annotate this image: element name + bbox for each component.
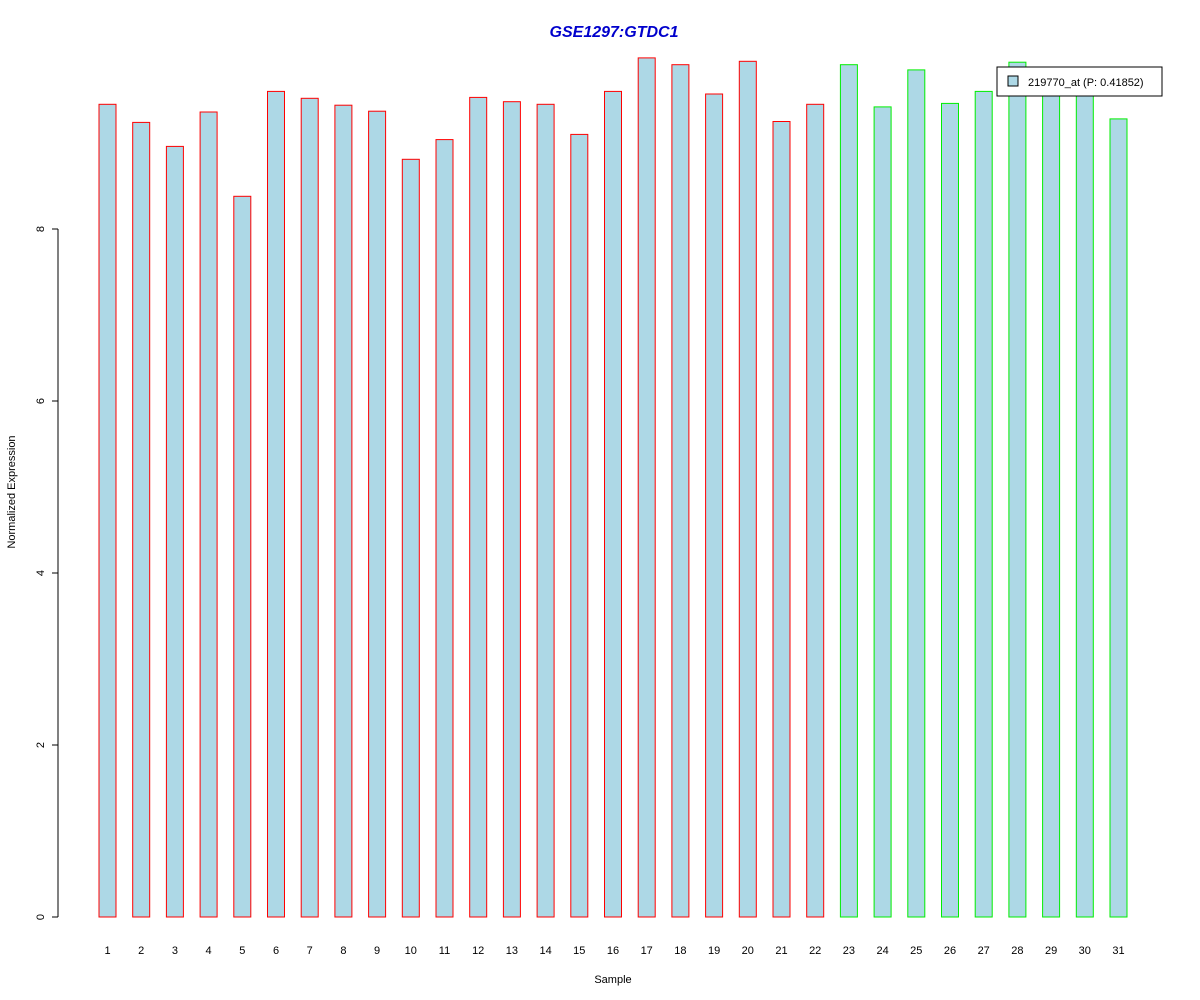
- x-tick-label: 8: [340, 945, 346, 957]
- bar-sample-18: [671, 64, 690, 918]
- y-tick-label: 8: [35, 226, 47, 232]
- x-tick-label: 23: [843, 945, 855, 957]
- y-tick-label: 6: [35, 398, 47, 404]
- x-tick-label: 10: [405, 945, 417, 957]
- y-tick-label: 0: [35, 914, 47, 920]
- x-tick-label: 5: [239, 945, 245, 957]
- bar-sample-11: [435, 139, 454, 918]
- bar-sample-13: [502, 101, 521, 918]
- x-tick-label: 13: [506, 945, 518, 957]
- bar-sample-25: [907, 69, 926, 918]
- bar-sample-7: [300, 97, 319, 918]
- x-tick-label: 27: [978, 945, 990, 957]
- bar-sample-23: [839, 64, 858, 918]
- bar-sample-20: [738, 60, 757, 918]
- bar-sample-9: [368, 110, 387, 918]
- legend: 219770_at (P: 0.41852): [996, 66, 1163, 97]
- x-tick-label: 1: [104, 945, 110, 957]
- bar-sample-14: [536, 103, 555, 918]
- x-tick-label: 12: [472, 945, 484, 957]
- x-tick-label: 17: [641, 945, 653, 957]
- bar-sample-22: [806, 103, 825, 918]
- bar-sample-24: [873, 106, 892, 918]
- x-tick-label: 9: [374, 945, 380, 957]
- x-tick-label: 28: [1011, 945, 1023, 957]
- legend-swatch: [1007, 75, 1019, 87]
- x-tick-label: 14: [539, 945, 551, 957]
- bar-sample-15: [570, 133, 589, 918]
- x-tick-labels: 1 2 3 4 5 6 7 8 9 10 11 12 13 14 15 16 17 18 19 20 21 22 23 24 2…: [104, 945, 1124, 957]
- chart-title: GSE1297:GTDC1: [550, 24, 679, 41]
- x-tick-label: 26: [944, 945, 956, 957]
- bar-sample-30: [1075, 79, 1094, 918]
- x-tick-label: 18: [674, 945, 686, 957]
- bar-sample-28: [1008, 61, 1027, 918]
- y-axis-label: Normalized Expression: [6, 435, 18, 548]
- x-axis-label: Sample: [594, 974, 631, 986]
- y-axis: 0 2 4 6 8: [35, 226, 59, 920]
- x-tick-label: 30: [1079, 945, 1091, 957]
- x-tick-label: 3: [172, 945, 178, 957]
- x-tick-label: 19: [708, 945, 720, 957]
- y-tick-label: 4: [35, 570, 47, 576]
- bar-sample-5: [233, 195, 252, 918]
- bar-sample-2: [132, 121, 151, 918]
- x-tick-label: 7: [307, 945, 313, 957]
- bar-sample-19: [705, 93, 724, 918]
- bar-sample-16: [604, 90, 622, 918]
- x-tick-label: 29: [1045, 945, 1057, 957]
- bar-sample-27: [974, 90, 993, 918]
- y-tick-label: 2: [35, 742, 47, 748]
- bar-sample-3: [165, 145, 184, 918]
- bar-sample-17: [637, 57, 656, 918]
- x-tick-label: 24: [876, 945, 888, 957]
- legend-entry: 219770_at (P: 0.41852): [1028, 77, 1144, 89]
- x-tick-label: 6: [273, 945, 279, 957]
- bar-sample-6: [267, 90, 285, 918]
- x-tick-label: 31: [1112, 945, 1124, 957]
- bar-sample-31: [1109, 118, 1128, 918]
- x-tick-label: 11: [439, 945, 450, 957]
- bar-sample-21: [772, 121, 791, 918]
- x-tick-label: 21: [775, 945, 787, 957]
- bar-sample-4: [199, 111, 218, 918]
- x-tick-label: 22: [809, 945, 821, 957]
- bar-sample-12: [469, 96, 488, 918]
- x-tick-label: 16: [607, 945, 619, 957]
- bars: [98, 57, 1128, 918]
- x-tick-label: 4: [206, 945, 212, 957]
- bar-sample-10: [401, 158, 420, 918]
- bar-sample-26: [941, 102, 959, 918]
- x-tick-label: 15: [573, 945, 585, 957]
- bar-sample-1: [98, 103, 117, 918]
- x-tick-label: 2: [138, 945, 144, 957]
- x-tick-label: 20: [742, 945, 754, 957]
- x-tick-label: 25: [910, 945, 922, 957]
- bar-sample-8: [334, 104, 353, 918]
- legend-box: [996, 66, 1163, 97]
- bar-sample-29: [1042, 78, 1061, 918]
